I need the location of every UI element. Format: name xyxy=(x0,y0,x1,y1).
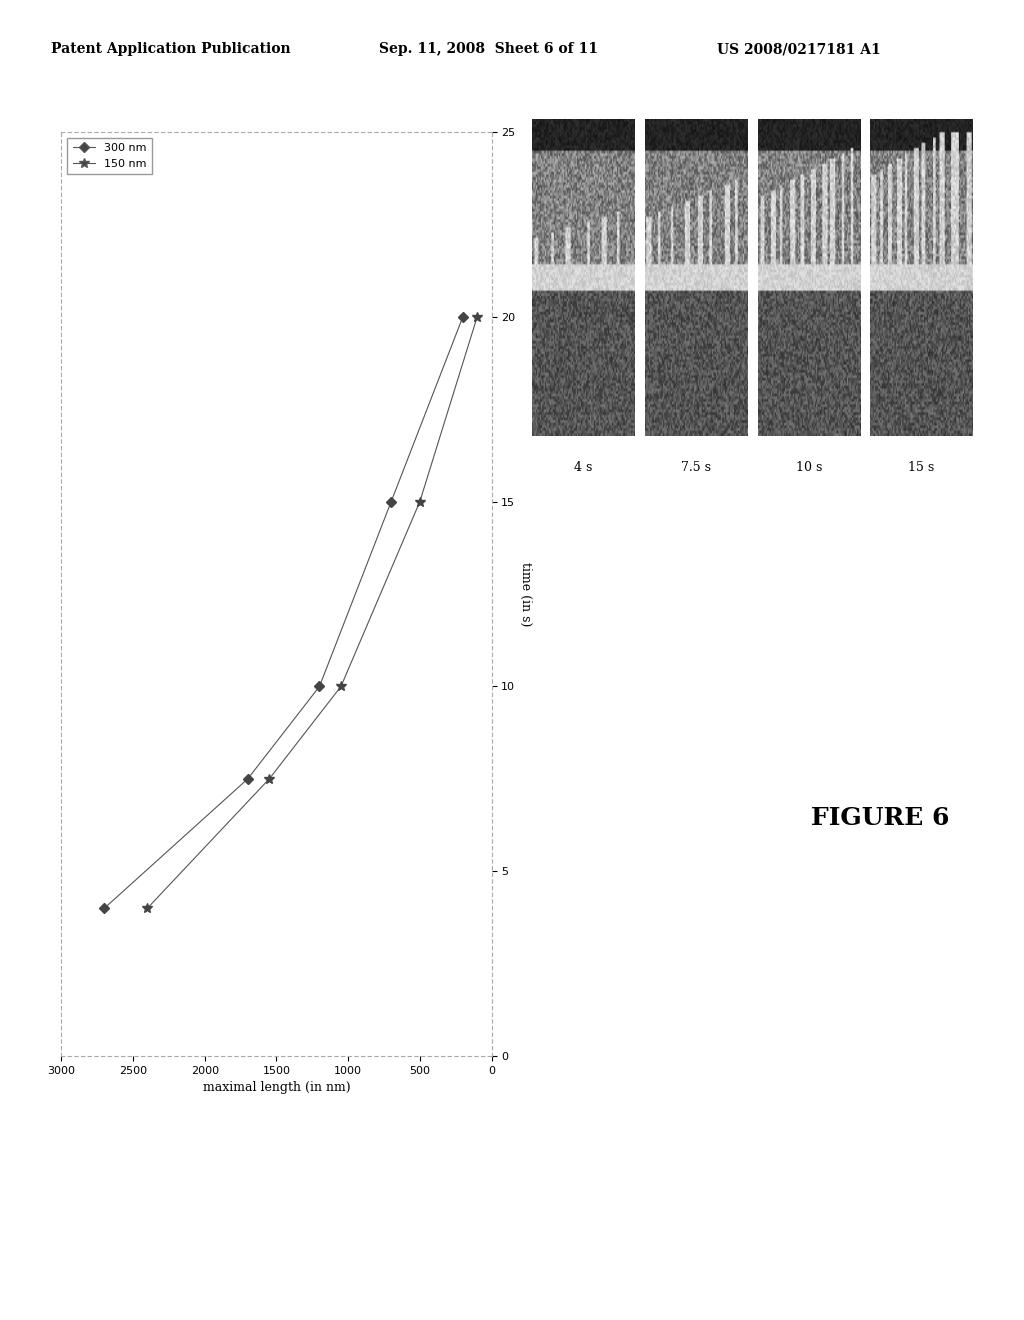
Text: 15 s: 15 s xyxy=(908,461,935,474)
Legend: 300 nm, 150 nm: 300 nm, 150 nm xyxy=(67,137,152,174)
Text: Patent Application Publication: Patent Application Publication xyxy=(51,42,291,57)
Text: 7.5 s: 7.5 s xyxy=(681,461,712,474)
Text: Sep. 11, 2008  Sheet 6 of 11: Sep. 11, 2008 Sheet 6 of 11 xyxy=(379,42,598,57)
Y-axis label: time (in s): time (in s) xyxy=(519,562,532,626)
X-axis label: maximal length (in nm): maximal length (in nm) xyxy=(203,1081,350,1094)
Text: US 2008/0217181 A1: US 2008/0217181 A1 xyxy=(717,42,881,57)
Text: 10 s: 10 s xyxy=(796,461,822,474)
Text: 4 s: 4 s xyxy=(574,461,593,474)
Text: FIGURE 6: FIGURE 6 xyxy=(811,807,950,830)
